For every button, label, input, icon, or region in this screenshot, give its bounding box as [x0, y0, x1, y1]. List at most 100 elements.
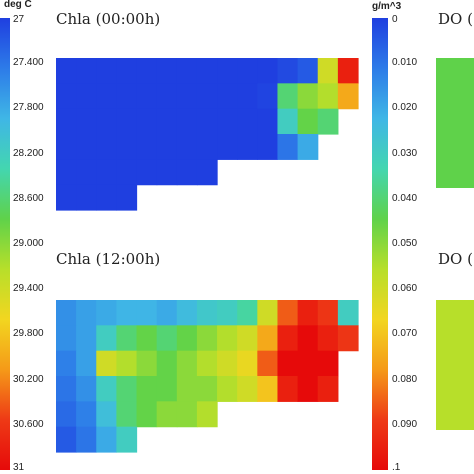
- heatmap-cell: [76, 401, 97, 428]
- right-colorbar-tick-label: 0.030: [392, 147, 418, 159]
- heatmap-cell: [56, 376, 77, 402]
- heatmap-cell: [156, 401, 178, 428]
- chla-0000-heatmap: [56, 58, 359, 211]
- heatmap-cell: [136, 83, 158, 110]
- left-colorbar-tick-label: 29.400: [13, 283, 44, 295]
- heatmap-cell: [116, 134, 138, 160]
- heatmap-cell: [76, 184, 97, 211]
- heatmap-cell: [237, 300, 258, 326]
- heatmap-cell: [257, 108, 279, 135]
- heatmap-cell: [176, 108, 198, 135]
- right-colorbar-tick-label: 0.040: [392, 192, 418, 204]
- heatmap-cell: [237, 83, 258, 110]
- heatmap-cell: [176, 401, 198, 428]
- chla-1200-heatmap: [56, 300, 359, 453]
- heatmap-cell: [116, 300, 138, 326]
- left-colorbar-tick-label: 27.400: [13, 57, 44, 69]
- right-colorbar-tick-label: 0.090: [392, 418, 418, 430]
- right-colorbar-tick-label: 0.060: [392, 283, 418, 295]
- heatmap-cell: [337, 83, 359, 110]
- heatmap-cell: [176, 159, 198, 186]
- left-colorbar-tick-label: 28.200: [13, 147, 44, 159]
- heatmap-cell: [277, 376, 299, 402]
- right-colorbar-tick-label: 0.010: [392, 57, 418, 69]
- heatmap-cell: [156, 108, 178, 135]
- heatmap-cell: [116, 58, 138, 84]
- heatmap-cell: [217, 376, 238, 402]
- heatmap-cell: [277, 108, 299, 135]
- heatmap-cell: [156, 159, 178, 186]
- heatmap-cell: [76, 325, 97, 352]
- heatmap-cell: [116, 376, 138, 402]
- heatmap-cell: [217, 134, 238, 160]
- left-colorbar-tick-label: 29.800: [13, 328, 44, 340]
- left-colorbar: [0, 18, 10, 470]
- heatmap-cell: [217, 108, 238, 135]
- heatmap-cell: [56, 300, 77, 326]
- left-colorbar-bottom-label: 31: [13, 462, 25, 473]
- heatmap-cell: [96, 300, 117, 326]
- do-panel-fill: [436, 300, 474, 430]
- heatmap-cell: [196, 376, 218, 402]
- heatmap-cell: [277, 350, 299, 377]
- heatmap-cell: [317, 108, 339, 135]
- heatmap-cell: [196, 108, 218, 135]
- heatmap-cell: [136, 350, 158, 377]
- heatmap-cell: [317, 350, 339, 377]
- heatmap-cell: [56, 134, 77, 160]
- heatmap-cell: [116, 159, 138, 186]
- heatmap-cell: [136, 376, 158, 402]
- heatmap-cell: [136, 58, 158, 84]
- heatmap-cell: [76, 426, 97, 453]
- heatmap-cell: [96, 134, 117, 160]
- heatmap-cell: [257, 376, 279, 402]
- heatmap-cell: [96, 58, 117, 84]
- heatmap-cell: [136, 325, 158, 352]
- heatmap-cell: [76, 350, 97, 377]
- heatmap-cell: [217, 325, 238, 352]
- heatmap-cell: [337, 300, 359, 326]
- heatmap-cell: [297, 108, 319, 135]
- heatmap-cell: [96, 325, 117, 352]
- heatmap-cell: [76, 134, 97, 160]
- panel-title-chla-0000: Chla (00:00h): [56, 10, 161, 28]
- heatmap-cell: [297, 58, 319, 84]
- heatmap-cell: [116, 83, 138, 110]
- heatmap-cell: [96, 426, 117, 453]
- heatmap-cell: [257, 83, 279, 110]
- heatmap-cell: [337, 58, 359, 84]
- heatmap-cell: [96, 83, 117, 110]
- left-colorbar-tick-label: 27.800: [13, 102, 44, 114]
- heatmap-cell: [257, 350, 279, 377]
- heatmap-cell: [217, 350, 238, 377]
- heatmap-cell: [297, 325, 319, 352]
- heatmap-cell: [196, 350, 218, 377]
- heatmap-cell: [257, 134, 279, 160]
- right-colorbar-tick-label: 0.020: [392, 102, 418, 114]
- heatmap-cell: [76, 300, 97, 326]
- heatmap-cell: [156, 376, 178, 402]
- do-panels-partial: [436, 58, 474, 430]
- left-colorbar-tick-label: 30.200: [13, 373, 44, 385]
- heatmap-cell: [116, 325, 138, 352]
- heatmap-cell: [297, 376, 319, 402]
- heatmap-cell: [237, 108, 258, 135]
- heatmap-cell: [317, 376, 339, 402]
- heatmap-cell: [317, 300, 339, 326]
- heatmap-cell: [196, 300, 218, 326]
- heatmap-cell: [196, 134, 218, 160]
- heatmap-cell: [277, 83, 299, 110]
- left-colorbar-unit: deg C: [4, 0, 32, 10]
- heatmap-cell: [277, 325, 299, 352]
- heatmap-cell: [156, 58, 178, 84]
- heatmap-cell: [56, 184, 77, 211]
- heatmap-cell: [257, 325, 279, 352]
- right-colorbar-unit: g/m^3: [372, 1, 402, 12]
- heatmap-cell: [196, 325, 218, 352]
- heatmap-cell: [96, 401, 117, 428]
- heatmap-cell: [237, 134, 258, 160]
- right-colorbar: [372, 18, 388, 470]
- heatmap-cell: [176, 83, 198, 110]
- heatmap-cell: [76, 108, 97, 135]
